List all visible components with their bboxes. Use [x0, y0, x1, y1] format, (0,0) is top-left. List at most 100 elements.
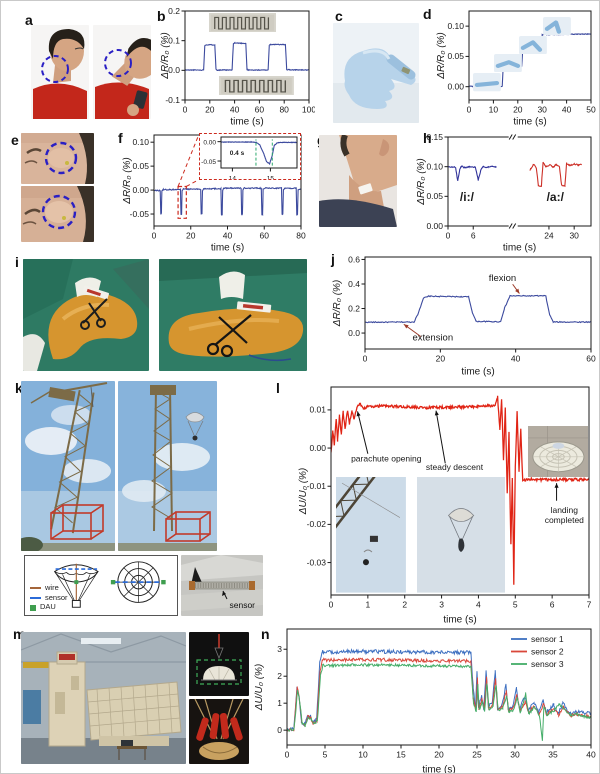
svg-text:time (s): time (s)	[513, 117, 546, 128]
svg-text:ΔR/R₀ (%): ΔR/R₀ (%)	[332, 280, 343, 327]
chart-j: 0 20 40 60 0.0 0.2 0.4 0.6 time (s) ΔR/R₀ (%) exte…	[331, 251, 599, 377]
dau-square	[161, 579, 166, 585]
svg-text:10: 10	[358, 750, 368, 760]
photo-shaketable	[21, 632, 186, 764]
panel-label-i: i	[15, 254, 19, 270]
test-facility-illustration	[21, 632, 186, 764]
photo-neck-straight	[31, 25, 89, 119]
chart-svg-h: 0 6 24 30 0.00 0.05 0.10 0.15 time (s) ΔR/R₀ (%) /…	[416, 132, 592, 254]
svg-text:0.01: 0.01	[309, 405, 326, 415]
svg-text:60: 60	[260, 231, 270, 241]
panel-label-c: c	[335, 8, 343, 24]
svg-text:40: 40	[230, 105, 240, 115]
panel-label-a: a	[25, 12, 33, 28]
svg-text:40: 40	[511, 354, 521, 364]
photo-sensor-closeup: sensor	[181, 555, 263, 616]
svg-text:24: 24	[544, 231, 554, 241]
svg-text:0: 0	[467, 105, 472, 115]
svg-text:0.00: 0.00	[447, 81, 464, 91]
panel-label-f: f	[118, 130, 123, 146]
svg-text:0.0: 0.0	[348, 328, 360, 338]
svg-text:0.05: 0.05	[132, 161, 149, 171]
svg-text:30: 30	[537, 105, 547, 115]
throat-sensor-patch	[358, 183, 373, 195]
svg-text:ΔU/U₀ (%): ΔU/U₀ (%)	[254, 664, 265, 711]
phone	[133, 90, 148, 109]
svg-text:flexion: flexion	[489, 273, 516, 284]
arrow-to-sensor	[222, 591, 226, 596]
svg-text:-0.02: -0.02	[307, 519, 327, 529]
svg-text:20: 20	[186, 231, 196, 241]
svg-text:0: 0	[277, 725, 282, 735]
green-dashed-box	[196, 659, 242, 685]
chart-n: 0 5 10 15 20 25 30 35 40 0 1 2 3 time (s) ΔU/U₀ (%) sen…	[251, 621, 599, 774]
wire-symbol	[30, 587, 41, 590]
svg-text:/a:/: /a:/	[547, 190, 565, 204]
chart-f-zoom-inset: 14 15 0.00 -0.05 0.4 s	[199, 132, 302, 182]
sensor-site-circle	[44, 141, 78, 175]
red-landing-frame	[165, 511, 211, 542]
svg-text:-0.05: -0.05	[201, 159, 216, 166]
svg-text:0.15: 0.15	[426, 132, 443, 142]
crane-illustration	[21, 381, 115, 551]
legend-label-sensor: sensor	[45, 592, 68, 602]
svg-text:15: 15	[267, 175, 275, 179]
chart-svg-j: 0 20 40 60 0.0 0.2 0.4 0.6 time (s) ΔR/R₀ (%) exte…	[332, 254, 596, 378]
svg-text:time (s): time (s)	[422, 765, 455, 774]
panel-label-d: d	[423, 6, 432, 22]
sensor-photo-label: sensor	[229, 600, 255, 610]
svg-text:20: 20	[513, 105, 523, 115]
photo-throat	[319, 135, 397, 227]
sensor-site-circle	[104, 49, 132, 77]
inset-photo-finger-3	[518, 35, 547, 54]
panel-label-h: h	[423, 130, 432, 146]
photo-cheek-top	[21, 133, 94, 184]
svg-text:time (s): time (s)	[461, 367, 494, 378]
person-upright-illustration	[31, 25, 89, 119]
dau-square	[74, 580, 79, 585]
svg-text:ΔR/R₀ (%): ΔR/R₀ (%)	[160, 32, 171, 79]
photo-surgery-left	[23, 259, 149, 371]
svg-text:0.00: 0.00	[309, 443, 326, 453]
chart-svg-f_inset: 14 15 0.00 -0.05 0.4 s	[201, 136, 298, 182]
hemostat-clamp	[206, 314, 252, 358]
svg-text:sensor 1: sensor 1	[531, 634, 564, 644]
svg-text:0.10: 0.10	[426, 161, 443, 171]
hemostat-clamp	[80, 298, 108, 330]
photo-cheek-bottom	[21, 186, 94, 242]
svg-text:time (s): time (s)	[211, 243, 244, 254]
svg-text:14: 14	[229, 175, 237, 179]
implant-surgery-illustration-2	[159, 259, 307, 371]
svg-text:0: 0	[152, 231, 157, 241]
panel-label-j: j	[331, 251, 335, 267]
svg-text:ΔU/U₀ (%): ΔU/U₀ (%)	[298, 468, 309, 515]
legend-item-dau: DAU	[30, 603, 68, 612]
red-cylinders	[196, 712, 243, 741]
svg-text:sensor 3: sensor 3	[531, 659, 564, 669]
hanging-parachute-model-illustration	[189, 632, 249, 696]
svg-text:steady descent: steady descent	[426, 462, 484, 472]
svg-text:7: 7	[587, 600, 592, 610]
svg-text:0.4: 0.4	[348, 279, 360, 289]
svg-text:0.00: 0.00	[132, 185, 149, 195]
finger-sensor	[401, 66, 411, 75]
svg-text:5: 5	[513, 600, 518, 610]
svg-text:time (s): time (s)	[503, 243, 536, 254]
chart-h: 0 6 24 30 0.00 0.05 0.10 0.15 time (s) ΔR/R₀ (%) /…	[415, 129, 599, 253]
svg-text:0: 0	[329, 600, 334, 610]
svg-text:5: 5	[323, 750, 328, 760]
legend-label-dau: DAU	[40, 602, 56, 612]
svg-text:sensor 2: sensor 2	[531, 647, 564, 657]
svg-text:2: 2	[402, 600, 407, 610]
svg-text:extension: extension	[412, 333, 453, 344]
svg-text:0.1: 0.1	[168, 35, 180, 45]
parachute-schematic-drawing	[53, 561, 166, 608]
svg-text:-0.03: -0.03	[307, 557, 327, 567]
inset-photo-finger-2	[494, 53, 522, 73]
svg-text:30: 30	[569, 231, 579, 241]
chart-svg-n: 0 5 10 15 20 25 30 35 40 0 1 2 3 time (s) ΔU/U₀ (%) sen…	[254, 628, 596, 774]
svg-text:0: 0	[285, 750, 290, 760]
svg-text:6: 6	[471, 231, 476, 241]
svg-text:0: 0	[446, 231, 451, 241]
